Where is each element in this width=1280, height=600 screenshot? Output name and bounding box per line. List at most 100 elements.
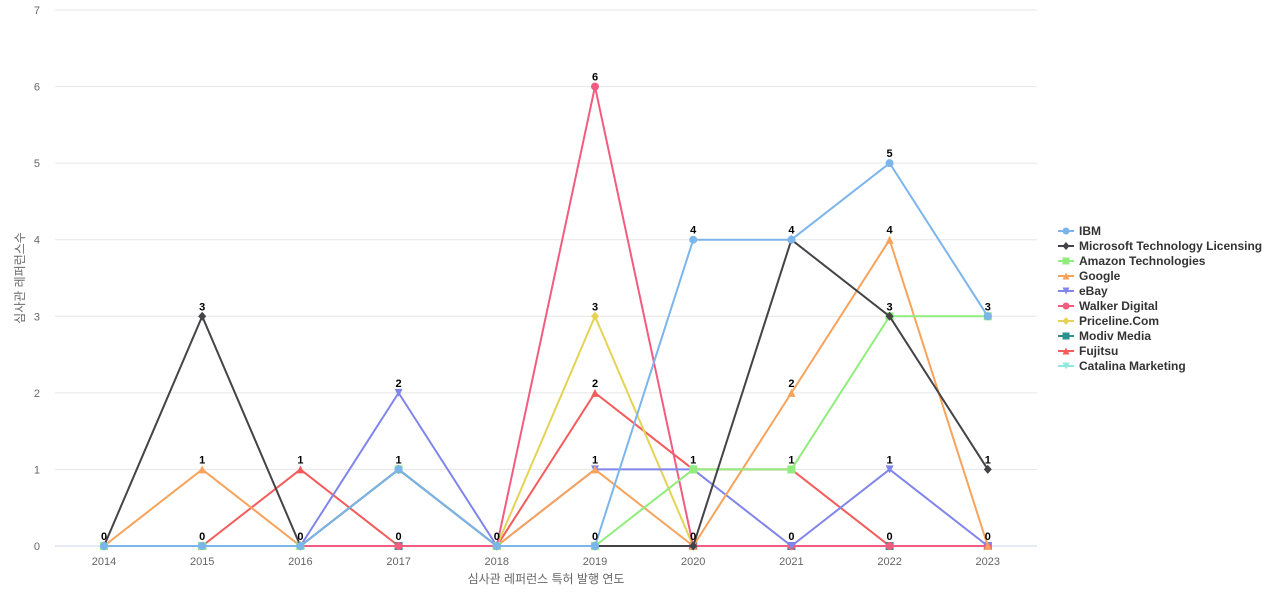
x-tick-label: 2023 (976, 556, 1000, 568)
series-ibm (100, 159, 992, 550)
legend-item[interactable]: Priceline.Com (1058, 314, 1159, 328)
legend-label: Priceline.Com (1079, 314, 1159, 328)
data-point (787, 388, 796, 397)
legend-symbol (1062, 317, 1070, 325)
y-tick-label: 3 (34, 311, 40, 323)
data-label: 3 (199, 301, 205, 313)
legend-symbol (1062, 287, 1070, 295)
y-tick-label: 2 (34, 388, 40, 400)
data-point (100, 542, 108, 550)
series-line (104, 315, 988, 547)
legend-symbol (1062, 227, 1070, 235)
legend-label: eBay (1079, 284, 1108, 298)
data-point (885, 311, 894, 321)
legend-item[interactable]: Fujitsu (1058, 344, 1118, 358)
data-point (296, 542, 305, 550)
data-label: 3 (592, 301, 598, 313)
data-label: 1 (690, 454, 696, 466)
data-point (689, 541, 698, 551)
legend-item[interactable]: IBM (1058, 224, 1101, 238)
legend-label: Microsoft Technology Licensing (1079, 239, 1262, 253)
legend-item[interactable]: Walker Digital (1058, 299, 1158, 313)
x-axis-title: 심사관 레퍼런스 특허 발행 연도 (468, 571, 625, 586)
x-tick-label: 2014 (92, 556, 116, 568)
data-label: 1 (297, 454, 303, 466)
data-label: 3 (985, 301, 991, 313)
data-point (492, 542, 501, 550)
data-point (885, 465, 894, 474)
data-point (591, 542, 599, 550)
data-point (885, 235, 894, 244)
data-point (983, 312, 992, 321)
data-label: 4 (690, 225, 697, 237)
series-priceline-com (100, 311, 992, 551)
data-label: 0 (101, 531, 107, 543)
data-point (787, 465, 796, 474)
legend-item[interactable]: Catalina Marketing (1058, 359, 1186, 373)
data-label: 1 (199, 454, 205, 466)
data-label: 2 (396, 378, 402, 390)
series-line (104, 162, 989, 547)
legend-label: Fujitsu (1079, 344, 1118, 358)
x-tick-label: 2018 (485, 556, 509, 568)
x-tick-label: 2019 (583, 556, 607, 568)
legend-symbol (1062, 242, 1070, 250)
y-axis-ticks: 0 1 2 3 4 5 6 7 (34, 5, 40, 553)
data-label: 3 (887, 301, 893, 313)
x-tick-label: 2016 (288, 556, 312, 568)
y-tick-label: 1 (34, 464, 40, 476)
data-point (198, 465, 207, 474)
legend-symbol (1062, 257, 1070, 265)
data-label: 4 (887, 225, 894, 237)
legend-symbol (1062, 272, 1070, 280)
data-label: 1 (396, 454, 402, 466)
y-tick-label: 4 (34, 235, 40, 247)
series-layer (100, 82, 992, 551)
y-tick-label: 6 (34, 82, 40, 94)
y-tick-label: 7 (34, 5, 40, 17)
legend-item[interactable]: Modiv Media (1058, 329, 1151, 343)
data-label: 0 (396, 531, 402, 543)
legend-label: Modiv Media (1079, 329, 1151, 343)
data-label: 0 (494, 531, 500, 543)
data-label: 1 (788, 454, 794, 466)
legend-symbol (1062, 347, 1070, 355)
x-tick-label: 2017 (386, 556, 410, 568)
data-label: 0 (887, 531, 893, 543)
data-point (296, 465, 305, 474)
data-point (885, 159, 894, 168)
legend-item[interactable]: Microsoft Technology Licensing (1058, 239, 1262, 253)
y-tick-label: 5 (34, 158, 40, 170)
data-label: 1 (985, 454, 991, 466)
data-point (983, 542, 992, 550)
data-label: 4 (788, 225, 795, 237)
data-label: 5 (887, 148, 893, 160)
data-point (394, 388, 403, 397)
data-point (885, 542, 894, 550)
data-point (689, 465, 698, 474)
legend-symbol (1062, 332, 1070, 340)
legend-label: IBM (1079, 224, 1101, 238)
data-label: 0 (592, 531, 598, 543)
data-point (983, 464, 992, 474)
data-point (591, 465, 599, 474)
data-point (198, 542, 207, 550)
data-point (787, 235, 796, 244)
data-label: 1 (887, 454, 893, 466)
data-label: 6 (592, 72, 598, 84)
legend-label: Google (1079, 269, 1121, 283)
data-point (198, 311, 207, 321)
legend-item[interactable]: Amazon Technologies (1058, 254, 1206, 268)
x-axis-ticks: 2014 2015 2016 2017 2018 2019 2020 2021 2022 2023 (92, 556, 1000, 568)
data-label: 0 (985, 531, 991, 543)
data-label: 2 (592, 378, 598, 390)
data-label: 0 (788, 531, 794, 543)
legend-item[interactable]: eBay (1058, 284, 1108, 298)
data-point (394, 542, 403, 550)
data-label: 0 (690, 531, 696, 543)
x-tick-label: 2022 (877, 556, 901, 568)
data-labels: 0 3 1 0 1 0 2 1 0 0 6 3 2 1 0 4 1 0 4 2 1 0 5 4 3 1 0 3 1 0 (101, 72, 991, 543)
data-point (591, 82, 599, 91)
legend-item[interactable]: Google (1058, 269, 1121, 283)
